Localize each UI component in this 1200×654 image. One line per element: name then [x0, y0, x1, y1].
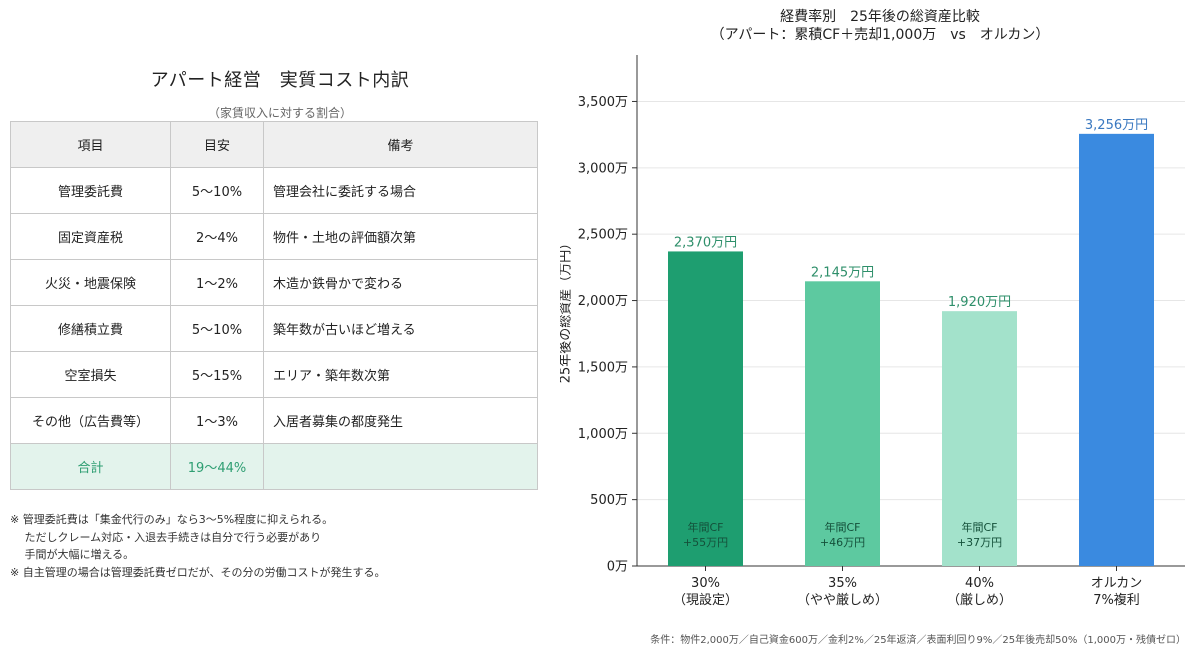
cell-note: エリア・築年数次第 — [263, 351, 538, 398]
table-row: 空室損失 5〜15% エリア・築年数次第 — [10, 351, 538, 398]
cell-range: 5〜10% — [170, 167, 264, 214]
bar-inner-label: +37万円 — [957, 536, 1002, 549]
table-title: アパート経営 実質コスト内訳 — [150, 70, 410, 91]
cell-range: 5〜10% — [170, 305, 264, 352]
cell-note: 築年数が古いほど増える — [263, 305, 538, 352]
y-tick-label: 3,000万 — [578, 161, 628, 176]
chart-title: 経費率別 25年後の総資産比較 — [780, 9, 980, 25]
x-tick-label: 40% — [965, 576, 994, 591]
header-note: 備考 — [263, 121, 538, 168]
bar-inner-label: +46万円 — [820, 536, 865, 549]
x-tick-label: 35% — [828, 576, 857, 591]
header-item: 項目 — [10, 121, 171, 168]
header-range: 目安 — [170, 121, 264, 168]
chart-footnote: 条件：物件2,000万／自己資金600万／金利2%／25年返済／表面利回り9%／… — [650, 635, 1186, 646]
y-tick-label: 3,500万 — [578, 95, 628, 110]
note-line: ただしクレーム対応・入退去手続きは自分で行う必要があり — [10, 530, 322, 544]
bar — [805, 281, 880, 566]
y-tick-label: 2,500万 — [578, 228, 628, 243]
cell-item: 空室損失 — [10, 351, 171, 398]
total-item: 合計 — [10, 443, 171, 490]
cell-note: 管理会社に委託する場合 — [263, 167, 538, 214]
table-row: 固定資産税 2〜4% 物件・土地の評価額次第 — [10, 213, 538, 260]
note-line: ※ 管理委託費は「集金代行のみ」なら3〜5%程度に抑えられる。 — [10, 513, 334, 526]
table-row: 火災・地震保険 1〜2% 木造か鉄骨かで変わる — [10, 259, 538, 306]
table-row: 管理委託費 5〜10% 管理会社に委託する場合 — [10, 167, 538, 214]
bar-value-label: 2,145万円 — [811, 265, 874, 280]
cell-item: 管理委託費 — [10, 167, 171, 214]
bar — [668, 251, 743, 566]
cost-table: 項目 目安 備考 管理委託費 5〜10% 管理会社に委託する場合 固定資産税 2… — [10, 121, 538, 490]
cell-note: 木造か鉄骨かで変わる — [263, 259, 538, 306]
y-tick-label: 0万 — [607, 560, 628, 575]
cell-range: 2〜4% — [170, 213, 264, 260]
chart-title-block: 経費率別 25年後の総資産比較 （アパート：累積CF＋売却1,000万 vs オ… — [560, 8, 1200, 44]
y-tick-label: 1,500万 — [578, 360, 628, 375]
x-tick-label: オルカン — [1091, 576, 1143, 591]
cell-note: 物件・土地の評価額次第 — [263, 213, 538, 260]
bar-inner-label: 年間CF — [961, 520, 997, 534]
table-row: 修繕積立費 5〜10% 築年数が古いほど増える — [10, 305, 538, 352]
table-header-row: 項目 目安 備考 — [10, 121, 538, 168]
x-tick-label: （やや厳しめ） — [797, 593, 888, 608]
cell-range: 1〜3% — [170, 397, 264, 444]
cell-item: 火災・地震保険 — [10, 259, 171, 306]
table-subtitle: （家賃収入に対する割合） — [207, 106, 352, 120]
cell-note: 入居者募集の都度発生 — [263, 397, 538, 444]
x-tick-label: （現設定） — [673, 592, 738, 608]
cost-breakdown-panel: アパート経営 実質コスト内訳 （家賃収入に対する割合） 項目 目安 備考 管理委… — [0, 0, 560, 654]
table-total-row: 合計 19〜44% — [10, 443, 538, 490]
table-notes: ※ 管理委託費は「集金代行のみ」なら3〜5%程度に抑えられる。 ただしクレーム対… — [10, 511, 386, 581]
bar-inner-label: 年間CF — [824, 520, 860, 534]
y-axis-label: 25年後の総資産（万円） — [560, 237, 574, 384]
x-tick-label: （厳しめ） — [947, 593, 1012, 608]
y-tick-label: 500万 — [590, 493, 628, 508]
cell-item: その他（広告費等） — [10, 397, 171, 444]
chart-subtitle: （アパート：累積CF＋売却1,000万 vs オルカン） — [710, 27, 1050, 43]
y-tick-label: 2,000万 — [578, 294, 628, 309]
bar-inner-label: 年間CF — [687, 520, 723, 534]
cell-range: 5〜15% — [170, 351, 264, 398]
bar — [1079, 133, 1154, 566]
cell-item: 修繕積立費 — [10, 305, 171, 352]
bar-value-label: 1,920万円 — [948, 295, 1011, 310]
total-range: 19〜44% — [170, 443, 264, 490]
x-tick-label: 7%複利 — [1093, 592, 1140, 608]
bar-value-label: 3,256万円 — [1085, 118, 1148, 133]
bar — [942, 311, 1017, 566]
y-tick-label: 1,000万 — [578, 427, 628, 442]
x-tick-label: 30% — [691, 576, 720, 591]
table-row: その他（広告費等） 1〜3% 入居者募集の都度発生 — [10, 397, 538, 444]
cell-item: 固定資産税 — [10, 213, 171, 260]
chart-canvas: 0万 500万 1,000万 1,500万 2,000万 2,500万 3,000万 3,50… — [560, 55, 1185, 608]
asset-comparison-chart: 経費率別 25年後の総資産比較 （アパート：累積CF＋売却1,000万 vs オ… — [560, 0, 1200, 654]
cell-range: 1〜2% — [170, 259, 264, 306]
bar-inner-label: +55万円 — [683, 536, 728, 549]
total-note — [263, 443, 538, 490]
note-line: ※ 自主管理の場合は管理委託費ゼロだが、その分の労働コストが発生する。 — [10, 565, 386, 579]
bar-value-label: 2,370万円 — [674, 235, 737, 250]
note-line: 手間が大幅に増える。 — [10, 548, 135, 561]
